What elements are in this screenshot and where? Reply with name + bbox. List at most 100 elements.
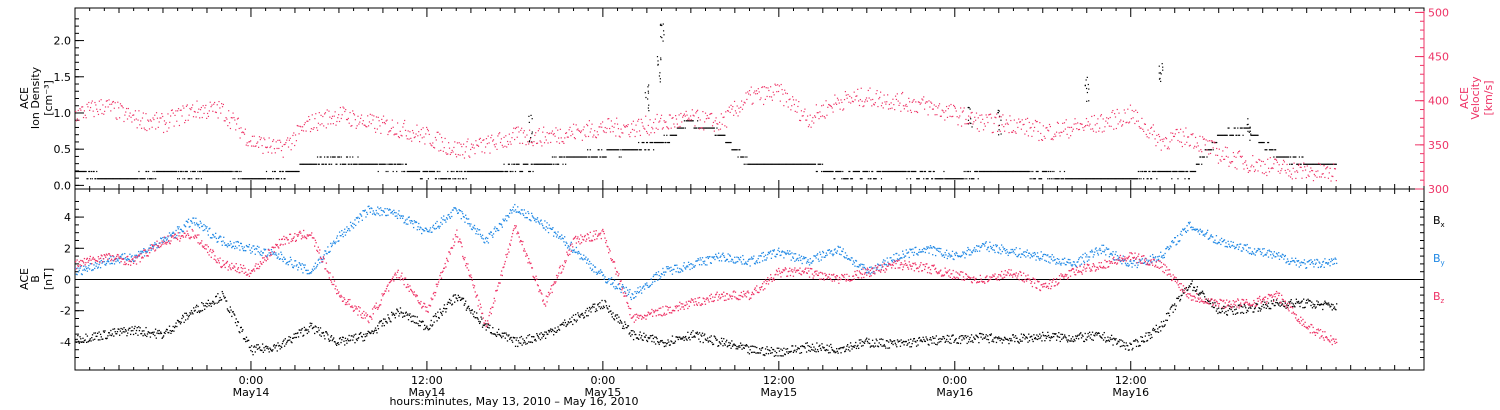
data-point <box>1274 158 1276 160</box>
data-point <box>245 178 247 180</box>
data-point <box>1321 163 1323 165</box>
data-point <box>170 332 172 335</box>
data-point <box>858 100 860 102</box>
data-point <box>113 178 115 180</box>
data-point <box>663 134 665 136</box>
data-point <box>857 344 859 347</box>
data-point <box>906 344 908 346</box>
data-point <box>838 348 841 350</box>
data-point <box>1030 126 1032 129</box>
data-point <box>310 163 312 165</box>
data-point-spike <box>998 129 1000 131</box>
data-point <box>545 331 547 333</box>
data-point <box>88 101 90 104</box>
data-point <box>389 163 391 165</box>
data-point <box>1070 126 1073 128</box>
data-point <box>293 170 295 173</box>
data-point <box>419 178 422 180</box>
data-point <box>542 335 545 337</box>
data-point <box>107 106 109 108</box>
data-point <box>211 104 213 106</box>
data-point <box>528 334 531 336</box>
data-point <box>1053 335 1055 338</box>
data-point <box>1288 175 1290 177</box>
data-point <box>93 170 95 173</box>
data-point <box>842 170 844 173</box>
data-point <box>337 156 339 158</box>
data-point <box>1088 335 1090 337</box>
data-point <box>77 170 79 173</box>
data-point <box>258 178 261 180</box>
data-point <box>528 170 531 173</box>
data-point <box>352 339 354 341</box>
data-point <box>847 94 849 96</box>
data-point <box>374 163 376 165</box>
data-point <box>123 327 125 329</box>
data-point <box>660 340 662 342</box>
data-point <box>279 141 282 143</box>
data-point <box>1026 130 1028 132</box>
data-point <box>475 317 477 319</box>
data-point <box>849 170 851 173</box>
data-point <box>1242 134 1244 136</box>
data-point <box>223 295 225 297</box>
data-point <box>229 127 232 130</box>
data-point <box>359 332 361 335</box>
data-point <box>551 156 554 158</box>
data-point <box>929 337 932 339</box>
data-point <box>629 136 631 138</box>
data-point <box>667 128 670 130</box>
data-point <box>201 170 203 173</box>
data-point <box>319 327 322 329</box>
data-point <box>513 127 515 129</box>
data-point <box>696 331 699 333</box>
data-point <box>100 336 102 338</box>
data-point <box>781 88 783 91</box>
data-point <box>120 178 122 180</box>
data-point <box>1104 178 1106 180</box>
data-point <box>203 170 205 173</box>
data-point <box>1178 170 1180 173</box>
data-point <box>736 149 738 151</box>
data-point <box>615 314 617 316</box>
data-point <box>1175 305 1177 307</box>
data-point <box>574 138 576 140</box>
data-point <box>1181 145 1183 148</box>
data-point <box>275 344 278 347</box>
data-point <box>474 170 476 173</box>
data-point <box>116 178 118 180</box>
data-point <box>1249 170 1251 172</box>
data-point <box>1019 170 1021 173</box>
data-point <box>732 149 734 151</box>
data-point <box>1296 163 1298 165</box>
data-point <box>360 117 362 119</box>
data-point <box>486 323 488 325</box>
data-point <box>614 123 616 125</box>
data-point <box>723 134 725 136</box>
data-point <box>316 331 319 333</box>
data-point <box>781 355 783 357</box>
data-point-spike <box>971 126 973 128</box>
data-point <box>826 170 828 173</box>
data-point <box>1008 170 1010 173</box>
data-point <box>110 329 112 332</box>
data-point <box>553 334 555 336</box>
data-point <box>527 163 529 165</box>
data-point <box>875 178 877 180</box>
data-point <box>220 299 223 301</box>
data-point <box>628 333 630 335</box>
data-point <box>668 114 671 116</box>
data-point <box>642 141 644 144</box>
data-point <box>627 149 629 151</box>
data-point <box>489 170 491 173</box>
data-point <box>611 149 613 151</box>
data-point <box>234 314 236 316</box>
data-point <box>466 170 468 173</box>
data-point <box>311 163 313 165</box>
data-point <box>1065 178 1067 180</box>
data-point <box>296 170 298 173</box>
data-point <box>536 163 538 165</box>
data-point <box>1056 178 1059 180</box>
data-point <box>347 340 350 342</box>
data-point <box>832 170 834 173</box>
